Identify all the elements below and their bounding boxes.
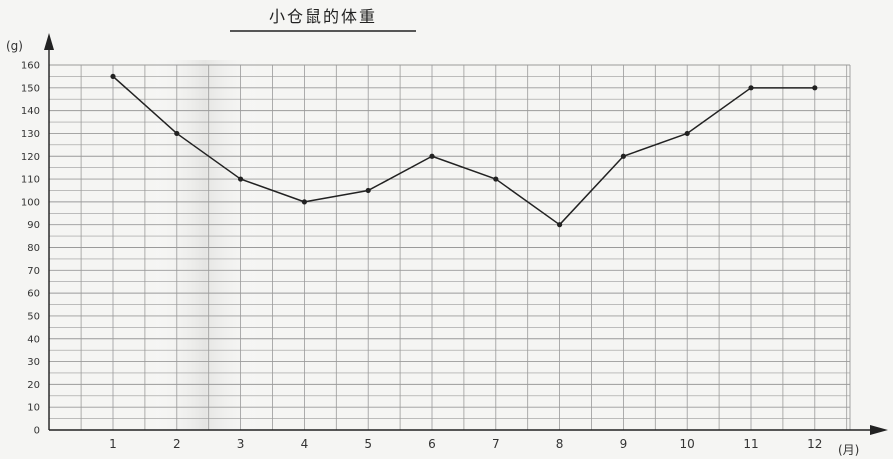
data-point xyxy=(684,130,690,137)
x-tick-label: 7 xyxy=(492,437,500,451)
y-tick-label: 110 xyxy=(21,175,40,186)
axes xyxy=(44,33,888,435)
x-tick-labels: 1 2 3 4 5 6 7 8 9 10 11 12 xyxy=(109,437,822,451)
data-point xyxy=(493,176,499,182)
x-tick-label: 9 xyxy=(620,437,628,451)
x-axis-arrow-icon xyxy=(870,425,888,435)
data-point xyxy=(301,199,307,205)
y-tick-label: 160 xyxy=(21,61,40,72)
x-tick-label: 11 xyxy=(743,437,758,451)
series-line xyxy=(112,75,815,226)
y-tick-label: 150 xyxy=(21,83,40,94)
x-tick-label: 10 xyxy=(680,437,695,451)
data-point xyxy=(812,85,818,91)
chart-title: 小仓鼠的体重 xyxy=(269,7,377,26)
x-tick-label: 6 xyxy=(428,437,436,451)
x-axis-label: (月) xyxy=(838,443,859,457)
y-axis-label: (g) xyxy=(6,39,23,53)
y-tick-labels: 0 10 20 30 40 50 60 70 80 90 100 110 120 130 140 150 160 xyxy=(21,61,40,437)
series-weight xyxy=(110,73,818,228)
y-tick-label: 10 xyxy=(27,403,40,414)
grid xyxy=(48,64,851,431)
y-tick-label: 90 xyxy=(27,220,40,231)
data-point xyxy=(238,176,244,182)
data-point xyxy=(365,187,371,194)
y-tick-label: 50 xyxy=(27,311,40,322)
x-tick-label: 3 xyxy=(237,437,245,451)
data-point xyxy=(557,222,563,228)
x-tick-label: 12 xyxy=(807,437,822,451)
y-tick-label: 130 xyxy=(21,129,40,140)
data-point xyxy=(620,153,627,159)
y-tick-label: 140 xyxy=(21,106,40,117)
data-point xyxy=(174,130,180,137)
y-tick-label: 80 xyxy=(27,243,40,254)
y-tick-label: 30 xyxy=(27,357,40,368)
y-tick-label: 70 xyxy=(27,266,40,277)
y-tick-label: 0 xyxy=(34,426,40,437)
data-point xyxy=(748,85,754,91)
data-point xyxy=(429,153,435,159)
paper-shading xyxy=(150,60,260,430)
y-tick-label: 20 xyxy=(27,380,40,391)
y-tick-label: 40 xyxy=(27,334,40,345)
data-point xyxy=(110,73,116,80)
x-tick-label: 2 xyxy=(173,437,181,451)
y-axis-arrow-icon xyxy=(44,33,54,50)
y-tick-label: 60 xyxy=(27,289,40,300)
y-tick-label: 120 xyxy=(21,152,40,163)
x-tick-label: 8 xyxy=(556,437,564,451)
x-tick-label: 4 xyxy=(301,437,309,451)
x-tick-label: 1 xyxy=(109,437,117,451)
y-tick-label: 100 xyxy=(21,197,40,208)
x-tick-label: 5 xyxy=(364,437,372,451)
